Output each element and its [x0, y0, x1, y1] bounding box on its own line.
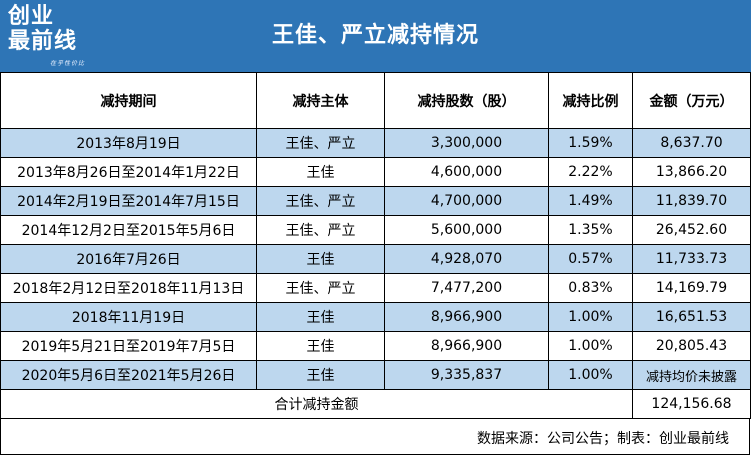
- cell-subject: 王佳: [256, 244, 385, 274]
- cell-ratio: 1.00%: [548, 360, 633, 390]
- cell-subject: 王佳、严立: [256, 128, 385, 158]
- cell-subject: 王佳: [256, 157, 385, 187]
- table-row: 2019年5月21日至2019年7月5日 王佳 8,966,900 1.00% …: [0, 331, 751, 361]
- cell-subject: 王佳: [256, 360, 385, 390]
- cell-subject: 王佳: [256, 302, 385, 332]
- cell-shares: 7,477,200: [384, 273, 549, 303]
- table-row: 2014年12月2日至2015年5月6日 王佳、严立 5,600,000 1.3…: [0, 215, 751, 245]
- cell-ratio: 1.59%: [548, 128, 633, 158]
- table-row: 2014年2月19日至2014年7月15日 王佳、严立 4,700,000 1.…: [0, 186, 751, 216]
- cell-ratio: 1.00%: [548, 331, 633, 361]
- cell-amount: 13,866.20: [632, 157, 751, 187]
- logo-line-1: 创业: [8, 4, 55, 29]
- page-title: 王佳、严立减持情况: [271, 23, 479, 48]
- table-row: 2018年2月12日至2018年11月13日 王佳、严立 7,477,200 0…: [0, 273, 751, 303]
- table-row: 2020年5月6日至2021年5月26日 王佳 9,335,837 1.00% …: [0, 360, 751, 390]
- cell-amount: 11,839.70: [632, 186, 751, 216]
- cell-shares: 9,335,837: [384, 360, 549, 390]
- cell-ratio: 1.00%: [548, 302, 633, 332]
- cell-period: 2018年2月12日至2018年11月13日: [0, 273, 257, 303]
- cell-ratio: 1.35%: [548, 215, 633, 245]
- cell-amount: 20,805.43: [632, 331, 751, 361]
- reduction-table: 减持期间 减持主体 减持股数（股） 减持比例 金额（万元） 2013年8月19日…: [0, 72, 751, 419]
- cell-subject: 王佳、严立: [256, 186, 385, 216]
- cell-amount: 16,651.53: [632, 302, 751, 332]
- footer: 数据来源：公司公告；制表：创业最前线: [0, 419, 750, 455]
- total-value: 124,156.68: [632, 389, 751, 419]
- cell-period: 2018年11月19日: [0, 302, 257, 332]
- brand-logo: 创业 最前线: [8, 4, 77, 54]
- cell-shares: 5,600,000: [384, 215, 549, 245]
- total-label: 合计减持金额: [0, 389, 633, 419]
- cell-period: 2013年8月19日: [0, 128, 257, 158]
- cell-shares: 4,700,000: [384, 186, 549, 216]
- logo-line-2: 最前线: [8, 29, 78, 54]
- cell-period: 2019年5月21日至2019年7月5日: [0, 331, 257, 361]
- cell-period: 2020年5月6日至2021年5月26日: [0, 360, 257, 390]
- cell-shares: 4,600,000: [384, 157, 549, 187]
- table-header-row: 减持期间 减持主体 减持股数（股） 减持比例 金额（万元）: [0, 72, 751, 129]
- cell-period: 2014年12月2日至2015年5月6日: [0, 215, 257, 245]
- table-row: 2016年7月26日 王佳 4,928,070 0.57% 11,733.73: [0, 244, 751, 274]
- header-subject: 减持主体: [256, 72, 385, 129]
- cell-period: 2016年7月26日: [0, 244, 257, 274]
- cell-amount: 减持均价未披露: [632, 360, 751, 390]
- table-row: 2018年11月19日 王佳 8,966,900 1.00% 16,651.53: [0, 302, 751, 332]
- cell-amount: 11,733.73: [632, 244, 751, 274]
- table-total-row: 合计减持金额 124,156.68: [0, 389, 751, 419]
- data-source: 数据来源：公司公告；制表：创业最前线: [477, 431, 729, 447]
- logo-slogan: 在乎性价比: [50, 60, 86, 67]
- cell-ratio: 0.83%: [548, 273, 633, 303]
- cell-amount: 14,169.79: [632, 273, 751, 303]
- cell-subject: 王佳: [256, 331, 385, 361]
- cell-shares: 8,966,900: [384, 302, 549, 332]
- cell-subject: 王佳、严立: [256, 215, 385, 245]
- cell-shares: 3,300,000: [384, 128, 549, 158]
- table-row: 2013年8月19日 王佳、严立 3,300,000 1.59% 8,637.7…: [0, 128, 751, 158]
- cell-shares: 4,928,070: [384, 244, 549, 274]
- header-amount: 金额（万元）: [632, 72, 751, 129]
- cell-period: 2014年2月19日至2014年7月15日: [0, 186, 257, 216]
- cell-ratio: 2.22%: [548, 157, 633, 187]
- cell-period: 2013年8月26日至2014年1月22日: [0, 157, 257, 187]
- cell-ratio: 1.49%: [548, 186, 633, 216]
- cell-ratio: 0.57%: [548, 244, 633, 274]
- cell-amount: 26,452.60: [632, 215, 751, 245]
- cell-subject: 王佳、严立: [256, 273, 385, 303]
- header-banner: 创业 最前线 在乎性价比 王佳、严立减持情况: [0, 0, 751, 72]
- table-row: 2013年8月26日至2014年1月22日 王佳 4,600,000 2.22%…: [0, 157, 751, 187]
- cell-amount: 8,637.70: [632, 128, 751, 158]
- header-ratio: 减持比例: [548, 72, 633, 129]
- header-period: 减持期间: [0, 72, 257, 129]
- header-shares: 减持股数（股）: [384, 72, 549, 129]
- cell-shares: 8,966,900: [384, 331, 549, 361]
